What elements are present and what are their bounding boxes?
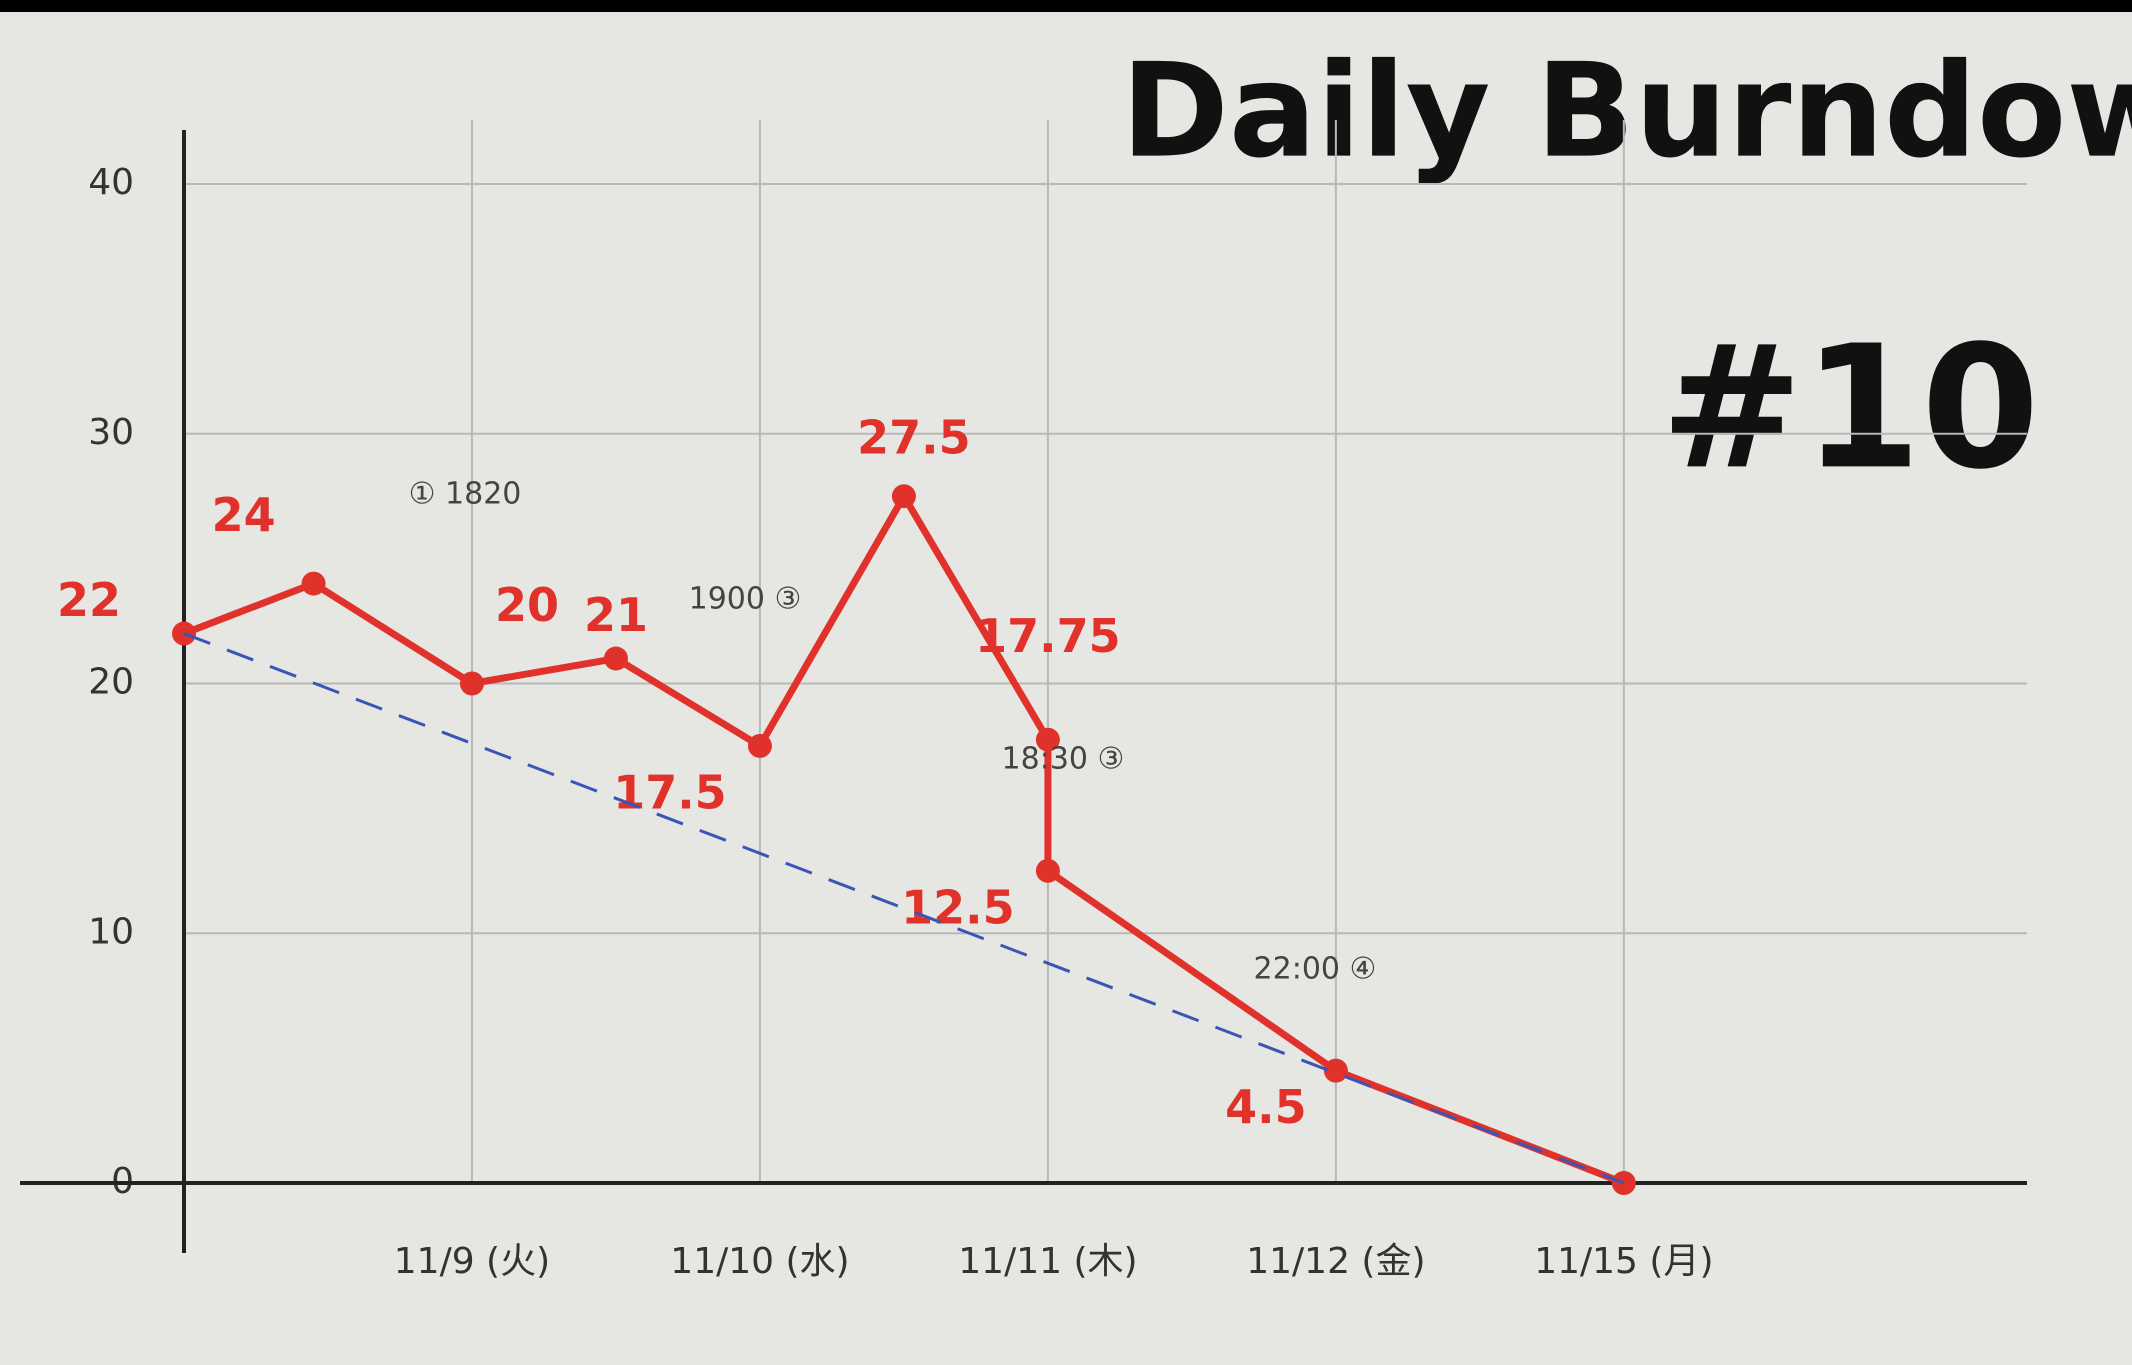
data-label: 20 bbox=[495, 578, 559, 632]
data-label: 17.5 bbox=[613, 765, 727, 819]
x-tick-label: 11/11 (木) bbox=[958, 1241, 1137, 1282]
annotation: 18:30 ③ bbox=[1002, 742, 1125, 777]
point bbox=[748, 734, 772, 758]
point bbox=[460, 672, 484, 696]
point bbox=[1036, 859, 1060, 883]
data-label: 21 bbox=[584, 588, 648, 642]
chart-title: Daily Burndown bbox=[1121, 35, 2132, 187]
annotation: 1900 ③ bbox=[689, 582, 802, 617]
data-label: 24 bbox=[212, 488, 276, 542]
board bbox=[0, 12, 2132, 1365]
data-label: 22 bbox=[57, 573, 121, 627]
point bbox=[892, 484, 916, 508]
point bbox=[302, 572, 326, 596]
data-label: 27.5 bbox=[857, 411, 971, 465]
data-label: 12.5 bbox=[901, 880, 1015, 934]
x-tick-label: 11/12 (金) bbox=[1246, 1241, 1425, 1282]
point bbox=[1324, 1059, 1348, 1083]
x-tick-label: 11/10 (水) bbox=[670, 1241, 849, 1282]
y-tick-label: 20 bbox=[88, 662, 134, 703]
annotation: ① 1820 bbox=[409, 477, 522, 512]
y-tick-label: 40 bbox=[88, 162, 134, 203]
data-label: 17.75 bbox=[975, 609, 1121, 663]
x-tick-label: 11/9 (火) bbox=[394, 1241, 550, 1282]
annotation: 22:00 ④ bbox=[1254, 952, 1377, 987]
data-label: 4.5 bbox=[1225, 1080, 1307, 1134]
y-tick-label: 10 bbox=[88, 911, 134, 952]
point bbox=[604, 647, 628, 671]
page: Daily Burndown #10 01020304011/9 (火)11/1… bbox=[0, 0, 2132, 1365]
x-tick-label: 11/15 (月) bbox=[1534, 1241, 1713, 1282]
y-tick-label: 30 bbox=[88, 412, 134, 453]
chart: Daily Burndown #10 01020304011/9 (火)11/1… bbox=[0, 0, 2132, 1365]
chart-subtitle: #10 bbox=[1660, 309, 2039, 507]
